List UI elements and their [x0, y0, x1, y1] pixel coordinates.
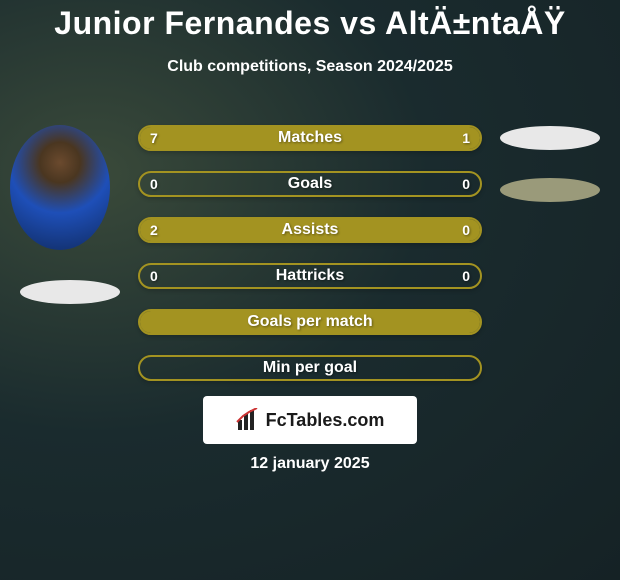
shadow-ellipse: [20, 280, 120, 304]
stat-bar: 00Hattricks: [138, 263, 482, 289]
chart-icon: [236, 408, 260, 432]
stat-bar: Min per goal: [138, 355, 482, 381]
shadow-ellipse: [500, 126, 600, 150]
bar-label: Goals: [140, 173, 480, 195]
player-photo-left: [10, 125, 110, 250]
stat-bar: Goals per match: [138, 309, 482, 335]
site-logo: FcTables.com: [203, 396, 417, 444]
bar-label: Hattricks: [140, 265, 480, 287]
logo-text: FcTables.com: [266, 410, 385, 431]
bar-label: Min per goal: [140, 357, 480, 379]
page-title: Junior Fernandes vs AltÄ±ntaÅŸ: [0, 5, 620, 42]
stat-bar: 20Assists: [138, 217, 482, 243]
stats-bars: 71Matches 00Goals 20Assists 00Hattricks Goal…: [138, 125, 482, 401]
snapshot-date: 12 january 2025: [0, 455, 620, 473]
shadow-ellipse: [500, 178, 600, 202]
bar-label: Assists: [140, 219, 480, 241]
stat-bar: 00Goals: [138, 171, 482, 197]
bar-label: Matches: [140, 127, 480, 149]
stat-bar: 71Matches: [138, 125, 482, 151]
bar-label: Goals per match: [140, 311, 480, 333]
subtitle: Club competitions, Season 2024/2025: [0, 58, 620, 76]
